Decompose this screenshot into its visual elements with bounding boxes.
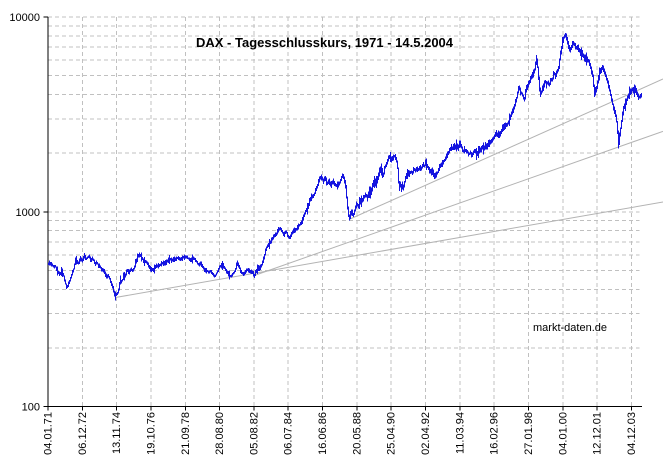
svg-text:1000: 1000 xyxy=(16,207,40,219)
svg-text:19.10.76: 19.10.76 xyxy=(145,412,157,455)
svg-text:20.05.88: 20.05.88 xyxy=(351,412,363,455)
svg-text:27.01.98: 27.01.98 xyxy=(523,412,535,455)
svg-text:16.02.96: 16.02.96 xyxy=(489,412,501,455)
svg-text:06.12.72: 06.12.72 xyxy=(77,412,89,455)
svg-text:13.11.74: 13.11.74 xyxy=(111,412,123,454)
svg-text:06.07.84: 06.07.84 xyxy=(283,412,295,455)
svg-text:04.12.03: 04.12.03 xyxy=(626,412,638,455)
svg-text:DAX - Tagesschlusskurs, 1971 -: DAX - Tagesschlusskurs, 1971 - 14.5.2004 xyxy=(196,35,454,50)
svg-text:markt-daten.de: markt-daten.de xyxy=(533,322,607,334)
svg-text:16.06.86: 16.06.86 xyxy=(317,412,329,455)
svg-text:02.04.92: 02.04.92 xyxy=(420,412,432,455)
svg-text:11.03.94: 11.03.94 xyxy=(454,412,466,454)
svg-text:10000: 10000 xyxy=(9,12,40,24)
svg-text:12.12.01: 12.12.01 xyxy=(592,412,604,455)
svg-text:04.01.00: 04.01.00 xyxy=(557,412,569,455)
svg-text:100: 100 xyxy=(22,402,40,414)
svg-text:25.04.90: 25.04.90 xyxy=(386,412,398,455)
svg-text:05.08.82: 05.08.82 xyxy=(248,412,260,455)
svg-text:21.09.78: 21.09.78 xyxy=(180,412,192,455)
svg-text:28.08.80: 28.08.80 xyxy=(214,412,226,455)
svg-text:04.01.71: 04.01.71 xyxy=(43,412,55,455)
